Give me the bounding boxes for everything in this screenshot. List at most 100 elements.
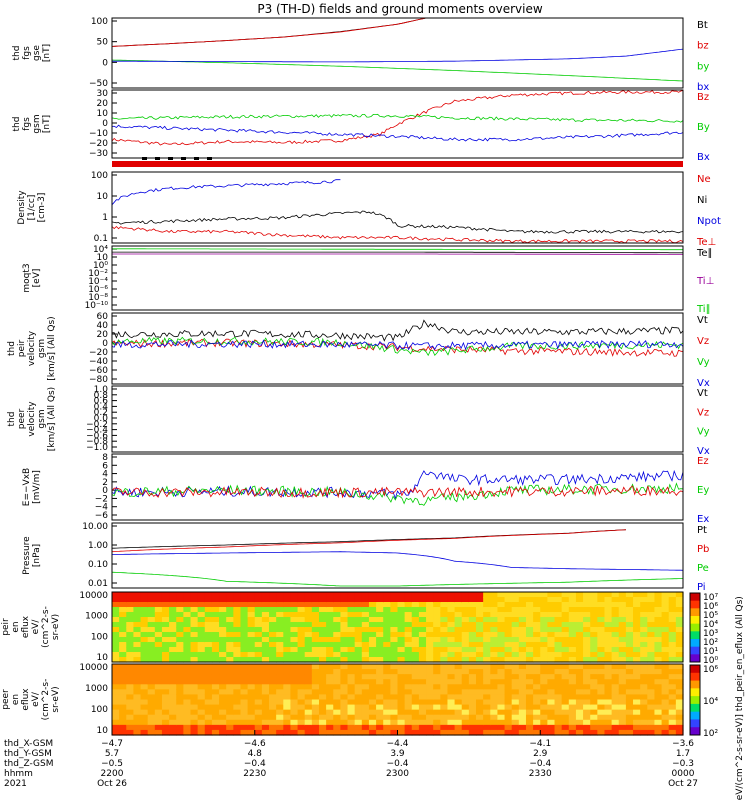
heatmap-cell (348, 632, 356, 638)
heatmap-cell (390, 664, 398, 670)
heatmap-cell (633, 705, 641, 711)
heatmap-cell (169, 642, 177, 648)
heatmap-cell (412, 597, 420, 603)
heatmap-cell (283, 674, 291, 680)
heatmap-cell (219, 647, 227, 653)
heatmap-cell (433, 612, 441, 618)
heatmap-cell (119, 627, 127, 633)
heatmap-cell (612, 602, 620, 608)
heatmap-cell (398, 602, 406, 608)
legend-density: Ne (697, 174, 711, 185)
heatmap-cell (669, 710, 677, 716)
heatmap-cell (505, 612, 513, 618)
heatmap-cell (148, 652, 156, 658)
heatmap-cell (526, 637, 534, 643)
heatmap-cell (455, 617, 463, 623)
heatmap-cell (383, 617, 391, 623)
heatmap-cell (162, 689, 170, 695)
heatmap-cell (112, 617, 120, 623)
heatmap-cell (290, 627, 298, 633)
heatmap-cell (604, 602, 612, 608)
heatmap-cell (447, 632, 455, 638)
heatmap-cell (298, 674, 306, 680)
heatmap-cell (269, 612, 277, 618)
heatmap-cell (440, 674, 448, 680)
heatmap-cell (497, 669, 505, 675)
heatmap-cell (319, 710, 327, 716)
heatmap-cell (240, 679, 248, 685)
heatmap-cell (512, 637, 520, 643)
legend-temperature: Ti⊥ (696, 276, 714, 287)
heatmap-cell (669, 627, 677, 633)
heatmap-cell (162, 647, 170, 653)
heatmap-cell (419, 720, 427, 726)
heatmap-cell (176, 602, 184, 608)
heatmap-cell (212, 715, 220, 721)
heatmap-cell (362, 637, 370, 643)
heatmap-cell (540, 664, 548, 670)
heatmap-cell (126, 647, 134, 653)
heatmap-cell (390, 725, 398, 731)
heatmap-cell (369, 700, 377, 706)
heatmap-cell (526, 725, 534, 731)
heatmap-cell (612, 715, 620, 721)
heatmap-cell (497, 664, 505, 670)
heatmap-cell (376, 642, 384, 648)
heatmap-cell (191, 647, 199, 653)
heatmap-cell (597, 602, 605, 608)
heatmap-cell (362, 669, 370, 675)
colorbar-peer-band (690, 704, 700, 712)
heatmap-cell (412, 664, 420, 670)
heatmap-cell (169, 715, 177, 721)
heatmap-cell (326, 647, 334, 653)
heatmap-cell (597, 705, 605, 711)
heatmap-cell (647, 637, 655, 643)
heatmap-cell (619, 637, 627, 643)
heatmap-cell (126, 592, 134, 598)
heatmap-cell (433, 632, 441, 638)
heatmap-cell (654, 612, 662, 618)
heatmap-cell (669, 642, 677, 648)
heatmap-cell (191, 679, 199, 685)
heatmap-cell (119, 689, 127, 695)
heatmap-cell (276, 669, 284, 675)
heatmap-cell (119, 684, 127, 690)
heatmap-cell (533, 694, 541, 700)
heatmap-cell (419, 664, 427, 670)
heatmap-cell (455, 725, 463, 731)
heatmap-cell (219, 674, 227, 680)
heatmap-cell (226, 642, 234, 648)
heatmap-cell (633, 627, 641, 633)
heatmap-cell (191, 642, 199, 648)
overview-plot: P3 (TH-D) fields and ground moments over… (0, 0, 750, 800)
heatmap-cell (533, 627, 541, 633)
heatmap-cell (490, 652, 498, 658)
heatmap-cell (155, 669, 163, 675)
heatmap-cell (555, 664, 563, 670)
heatmap-cell (405, 710, 413, 716)
heatmap-cell (597, 710, 605, 716)
heatmap-cell (276, 710, 284, 716)
heatmap-cell (191, 705, 199, 711)
ylabel-line: [eV] (32, 269, 42, 288)
heatmap-cell (497, 679, 505, 685)
series-temperature (112, 249, 683, 250)
heatmap-cell (148, 642, 156, 648)
heatmap-cell (205, 602, 213, 608)
heatmap-cell (619, 617, 627, 623)
heatmap-cell (633, 710, 641, 716)
heatmap-cell (383, 647, 391, 653)
heatmap-cell (540, 642, 548, 648)
colorbar-peer-band (690, 688, 700, 696)
heatmap-cell (198, 602, 206, 608)
heatmap-cell (533, 664, 541, 670)
series-temperature (112, 252, 683, 253)
heatmap-cell (362, 602, 370, 608)
heatmap-cell (426, 664, 434, 670)
heatmap-cell (226, 684, 234, 690)
heatmap-cell (604, 689, 612, 695)
heatmap-cell (191, 664, 199, 670)
heatmap-cell (298, 720, 306, 726)
heatmap-cell (654, 637, 662, 643)
ytick-label: −10 (89, 129, 108, 139)
